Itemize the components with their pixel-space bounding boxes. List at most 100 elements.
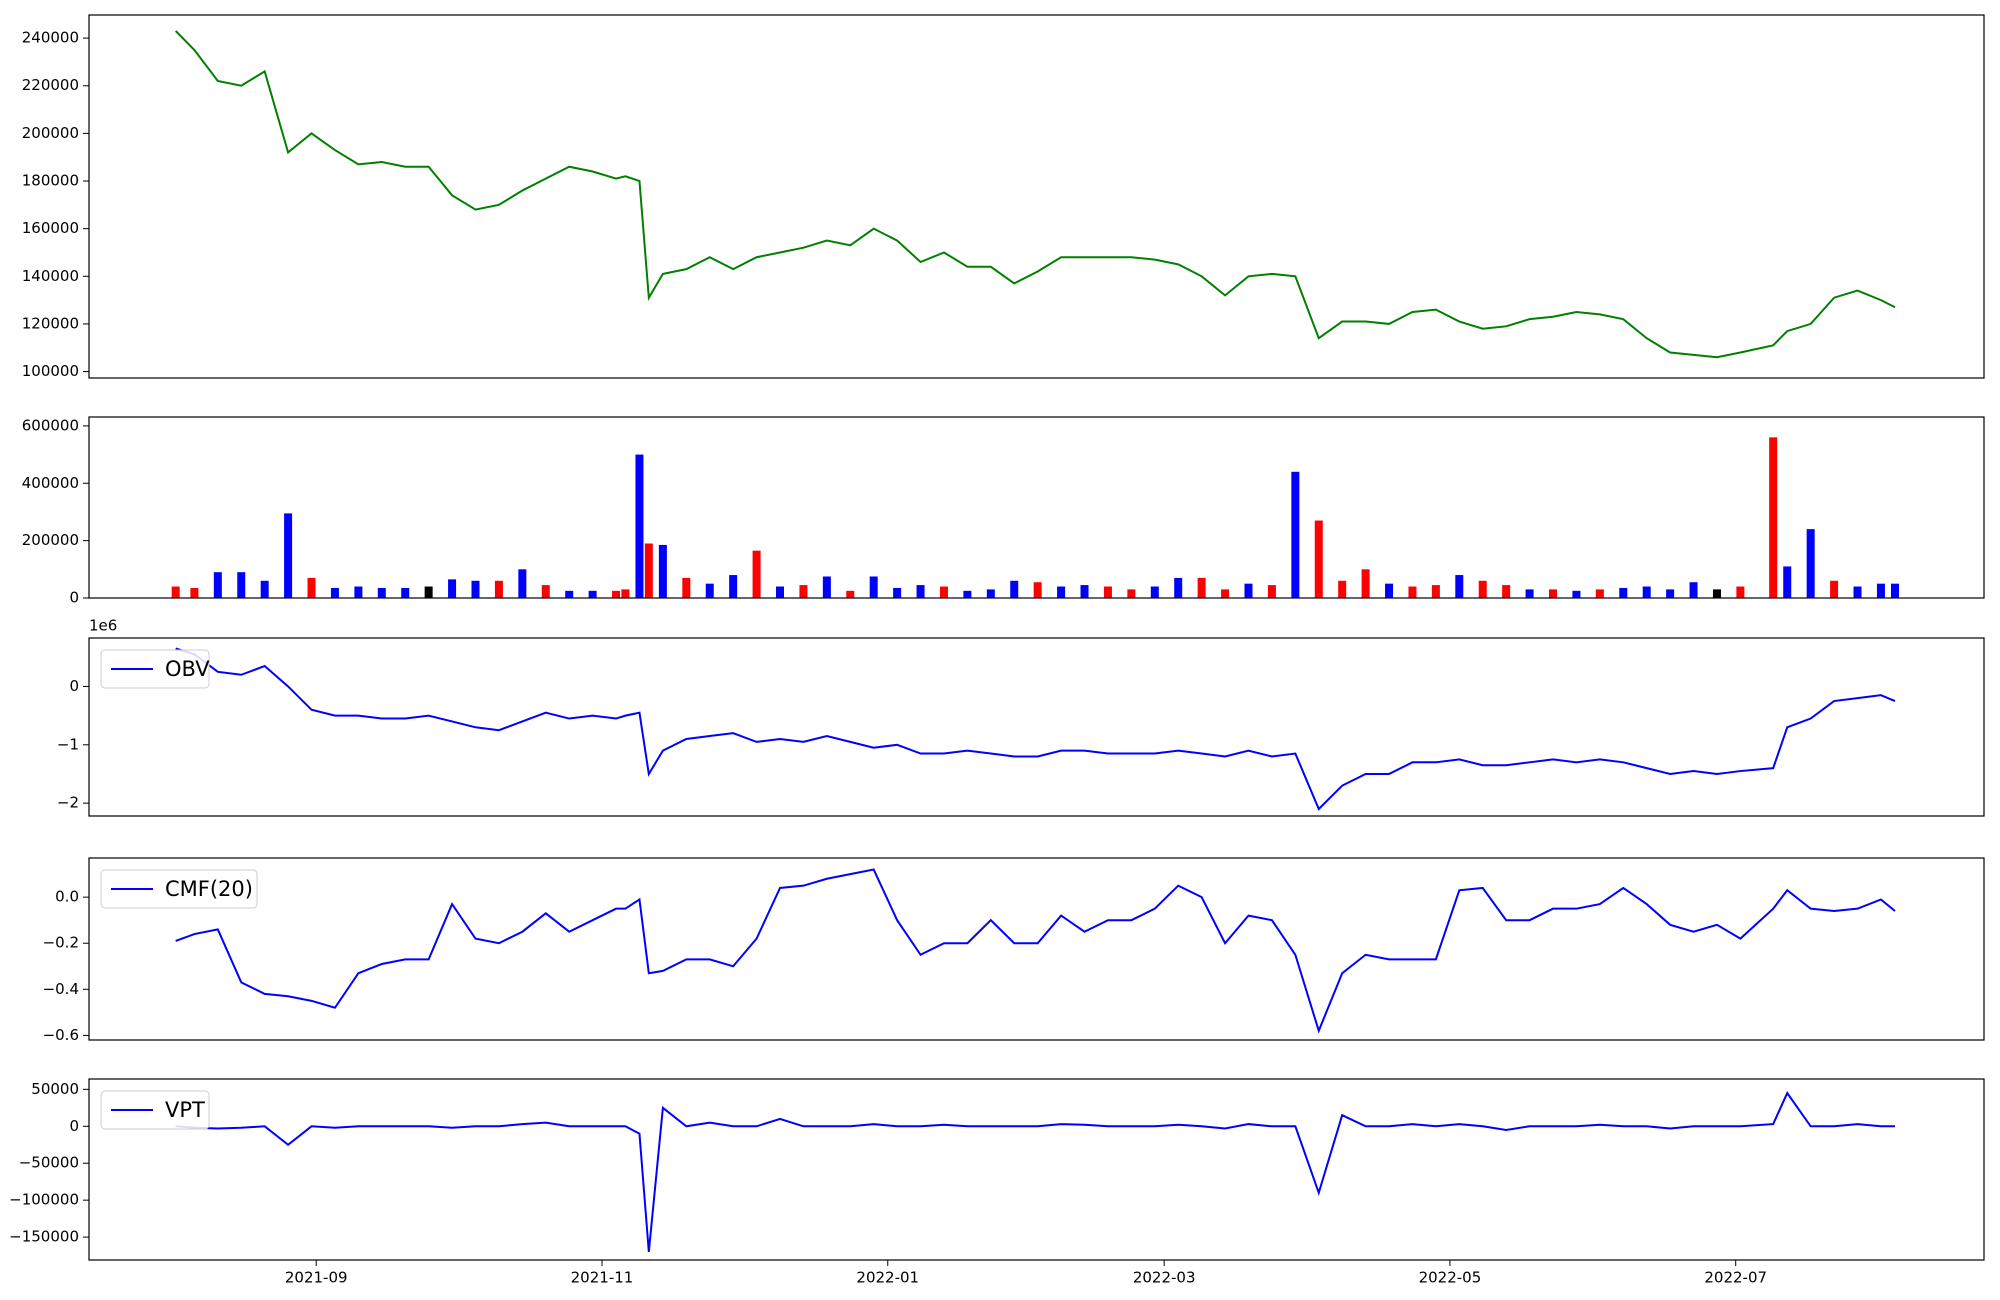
axes-frame (88, 416, 1985, 599)
volume-bar (1221, 589, 1230, 598)
volume-bar (658, 544, 667, 598)
volume-bar (752, 550, 761, 598)
y-tick-label: 120000 (22, 314, 79, 332)
volume-bar (1595, 589, 1604, 598)
legend-box (100, 869, 258, 909)
x-tick-label: 2022-05 (1419, 1269, 1482, 1287)
legend-box (100, 1090, 210, 1130)
volume-bar (1197, 577, 1206, 598)
volume-bar (541, 585, 550, 598)
volume-bar (237, 572, 246, 598)
y-tick-label: 160000 (22, 219, 79, 237)
volume-bar (621, 589, 630, 598)
volume-bar (1314, 520, 1323, 598)
volume-bar (612, 590, 621, 598)
axes-frame (88, 14, 1985, 379)
y-tick-label: −0.4 (43, 980, 79, 998)
volume-bar (1525, 589, 1534, 598)
volume-bar (846, 590, 855, 598)
volume-bar (644, 543, 653, 598)
y-tick-label: 400000 (22, 474, 79, 492)
volume-bar (1174, 577, 1183, 598)
legend-box (100, 649, 210, 689)
volume-bar (1736, 586, 1745, 598)
volume-bar (1267, 585, 1276, 598)
volume-bar (1338, 580, 1347, 598)
axes-frame (88, 1078, 1985, 1261)
volume-bar (1806, 529, 1815, 598)
volume-bar (822, 576, 831, 598)
y-tick-label: −2 (57, 794, 79, 812)
volume-bar (1244, 583, 1253, 598)
x-tick-label: 2021-11 (571, 1269, 634, 1287)
volume-bar (190, 587, 199, 598)
volume-bar (1291, 471, 1300, 598)
y-tick-label: 0 (69, 589, 79, 607)
y-tick-label: 220000 (22, 76, 79, 94)
legend-label: OBV (165, 657, 210, 681)
volume-bar (799, 585, 808, 598)
volume-bar (1408, 586, 1417, 598)
volume-bar (1057, 586, 1066, 598)
volume-bar (307, 577, 316, 598)
volume-bar (401, 587, 410, 598)
volume-bar (565, 590, 574, 598)
series-line (175, 1091, 1895, 1252)
volume-bar (1150, 586, 1159, 598)
volume-bar (213, 572, 222, 598)
volume-bar (1666, 589, 1675, 598)
axes-frame (88, 637, 1985, 817)
volume-bar (1127, 589, 1136, 598)
volume-bar (1361, 569, 1370, 598)
x-tick-label: 2021-09 (285, 1269, 348, 1287)
y-tick-label: 180000 (22, 172, 79, 190)
volume-bar (1876, 583, 1885, 598)
volume-bar (705, 583, 714, 598)
y-tick-label: −50000 (19, 1154, 79, 1172)
volume-bar (893, 587, 902, 598)
volume-bar (776, 586, 785, 598)
volume-bar (1619, 587, 1628, 598)
y-tick-label: −0.2 (43, 934, 79, 952)
volume-bar (1080, 585, 1089, 598)
volume-bar (1010, 580, 1019, 598)
volume-bar (494, 580, 503, 598)
volume-bar (1890, 583, 1899, 598)
y-tick-label: 0 (69, 1117, 79, 1135)
y-tick-label: 100000 (22, 362, 79, 380)
volume-bar (1385, 583, 1394, 598)
volume-bar (1783, 566, 1792, 598)
volume-bar (1502, 585, 1511, 598)
y-tick-label: 200000 (22, 124, 79, 142)
volume-bar (260, 580, 269, 598)
series-line (175, 647, 1896, 811)
volume-bar (1431, 585, 1440, 598)
volume-bar (471, 580, 480, 598)
volume-bar (1769, 437, 1778, 598)
volume-bar (1689, 582, 1698, 598)
volume-bar (1642, 586, 1651, 598)
volume-bar (1103, 586, 1112, 598)
volume-bar (330, 587, 339, 598)
y-tick-label: 140000 (22, 267, 79, 285)
volume-bar (635, 454, 644, 598)
y-tick-label: 200000 (22, 531, 79, 549)
y-tick-label: −1 (57, 735, 79, 753)
volume-bar (377, 587, 386, 598)
volume-bar (729, 575, 738, 598)
y-tick-label: 600000 (22, 416, 79, 434)
volume-bar (916, 585, 925, 598)
volume-bar (1033, 582, 1042, 598)
volume-bar (518, 569, 527, 598)
volume-bar (1455, 575, 1464, 598)
volume-bar (963, 590, 972, 598)
volume-bar (1853, 586, 1862, 598)
volume-bar (424, 586, 433, 598)
volume-bar (1478, 580, 1487, 598)
volume-bar (869, 576, 878, 598)
x-tick-label: 2022-01 (856, 1269, 919, 1287)
volume-bar (939, 586, 948, 598)
series-line (175, 868, 1896, 1034)
